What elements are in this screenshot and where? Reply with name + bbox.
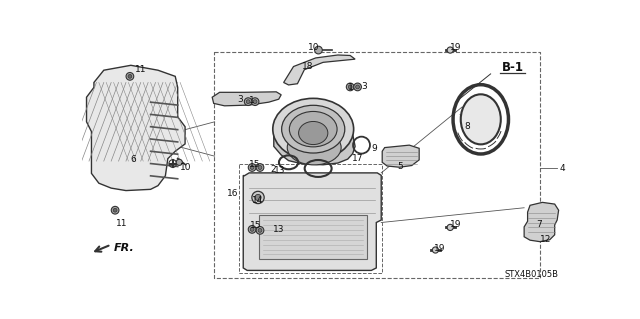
Polygon shape: [382, 145, 419, 167]
Circle shape: [250, 166, 254, 169]
Circle shape: [433, 247, 438, 253]
Circle shape: [258, 228, 262, 232]
Ellipse shape: [273, 98, 354, 160]
Ellipse shape: [287, 130, 341, 165]
Text: 3: 3: [237, 95, 243, 104]
Circle shape: [447, 47, 453, 53]
Text: 17: 17: [351, 154, 363, 163]
Text: 6: 6: [130, 155, 136, 164]
Text: 2: 2: [271, 165, 276, 174]
Circle shape: [258, 166, 262, 169]
Text: 14: 14: [252, 196, 264, 205]
Circle shape: [346, 83, 354, 91]
Text: FR.: FR.: [114, 242, 134, 253]
Text: 7: 7: [536, 220, 542, 229]
Circle shape: [348, 85, 352, 89]
Text: 15: 15: [250, 221, 262, 230]
Circle shape: [447, 224, 453, 231]
Text: 3: 3: [362, 82, 367, 92]
Circle shape: [113, 208, 117, 212]
Circle shape: [354, 83, 362, 91]
Circle shape: [250, 227, 254, 231]
Text: 19: 19: [450, 43, 461, 52]
Circle shape: [126, 72, 134, 80]
Circle shape: [128, 74, 132, 78]
Text: 10: 10: [308, 43, 320, 52]
Ellipse shape: [282, 105, 345, 153]
Polygon shape: [212, 92, 281, 106]
Text: 19: 19: [450, 220, 461, 229]
Text: 5: 5: [397, 161, 403, 171]
Text: 13: 13: [273, 225, 284, 234]
Ellipse shape: [289, 111, 337, 147]
Circle shape: [248, 226, 256, 233]
FancyBboxPatch shape: [259, 215, 367, 259]
Circle shape: [255, 194, 261, 201]
Text: 11: 11: [135, 65, 147, 74]
Text: 11: 11: [116, 219, 127, 228]
Polygon shape: [86, 65, 185, 190]
Text: 9: 9: [371, 144, 377, 153]
Circle shape: [256, 226, 264, 234]
Polygon shape: [243, 173, 381, 271]
Ellipse shape: [461, 94, 500, 145]
Text: 1: 1: [250, 96, 255, 105]
Text: 16: 16: [227, 189, 239, 198]
Polygon shape: [284, 55, 355, 85]
Polygon shape: [524, 202, 559, 242]
Text: 12: 12: [540, 235, 551, 244]
Text: 8: 8: [464, 122, 470, 131]
Text: 19: 19: [435, 244, 446, 253]
Text: B-1: B-1: [502, 61, 524, 74]
Ellipse shape: [299, 122, 328, 145]
Text: 13: 13: [274, 167, 285, 175]
Text: STX4B0105B: STX4B0105B: [504, 270, 559, 278]
Text: 15: 15: [249, 160, 260, 168]
Polygon shape: [274, 126, 355, 165]
Circle shape: [248, 164, 256, 171]
Text: 1: 1: [348, 83, 353, 92]
Circle shape: [176, 159, 182, 166]
Circle shape: [244, 98, 252, 106]
Circle shape: [252, 98, 259, 106]
Text: 18: 18: [302, 62, 314, 71]
Circle shape: [253, 100, 257, 104]
Circle shape: [356, 85, 360, 89]
Text: 10: 10: [180, 163, 191, 172]
Circle shape: [252, 191, 264, 204]
Circle shape: [246, 100, 250, 104]
Circle shape: [256, 164, 264, 171]
Circle shape: [315, 46, 323, 54]
Text: 4: 4: [559, 164, 565, 173]
Circle shape: [111, 206, 119, 214]
